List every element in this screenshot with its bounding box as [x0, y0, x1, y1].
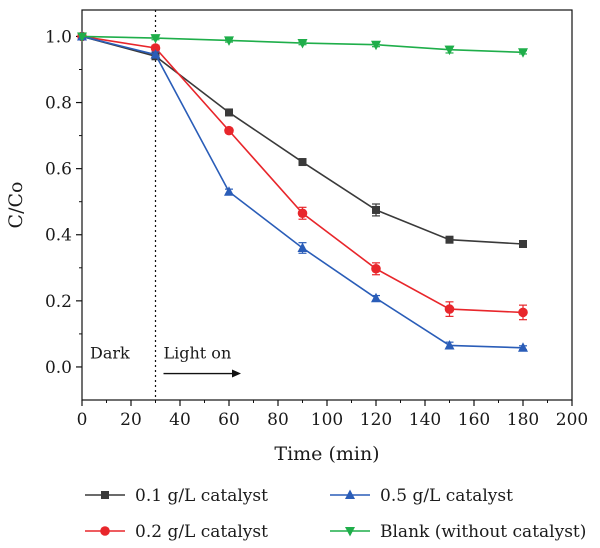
data-point — [519, 240, 527, 248]
data-point — [371, 40, 381, 51]
series-2 — [77, 31, 528, 321]
legend-label: 0.1 g/L catalyst — [135, 486, 268, 506]
dark-label: Dark — [90, 344, 130, 363]
data-point — [297, 208, 308, 219]
data-point — [372, 205, 380, 214]
x-tick-label: 120 — [360, 410, 392, 430]
data-series — [77, 30, 528, 352]
legend-item: 0.5 g/L catalyst — [330, 486, 513, 506]
legend-item: 0.1 g/L catalyst — [85, 486, 268, 506]
y-tick-label: 0.8 — [45, 94, 72, 114]
y-tick-label: 0.4 — [45, 226, 72, 246]
data-point — [444, 304, 455, 314]
legend-item: Blank (without catalyst) — [330, 522, 586, 542]
data-point — [77, 32, 87, 42]
x-tick-label: 40 — [169, 410, 191, 430]
data-point — [445, 235, 454, 244]
series-line — [81, 35, 524, 349]
data-point — [298, 158, 307, 167]
x-tick-label: 20 — [120, 410, 142, 430]
x-tick-label: 180 — [507, 410, 539, 430]
series-3 — [77, 30, 528, 352]
y-tick-label: 0.2 — [45, 292, 72, 312]
x-tick-label: 80 — [267, 410, 289, 430]
legend-marker — [345, 489, 355, 499]
data-point — [150, 34, 161, 44]
y-tick-label: 1.0 — [45, 27, 72, 47]
data-point — [224, 36, 234, 46]
y-axis: 0.0 0.2 0.4 0.6 0.8 1.0 — [45, 27, 82, 378]
y-tick-label: 0.0 — [45, 358, 72, 378]
x-tick-label: 100 — [311, 410, 343, 430]
legend-marker — [100, 526, 110, 536]
data-point — [150, 49, 161, 59]
data-point — [371, 292, 381, 303]
data-point — [297, 242, 308, 252]
legend-marker — [345, 527, 355, 537]
legend-marker — [101, 491, 109, 499]
x-tick-label: 0 — [77, 410, 88, 430]
data-point — [444, 339, 455, 350]
data-point — [297, 39, 308, 49]
data-point — [150, 43, 161, 53]
legend-label: 0.2 g/L catalyst — [135, 522, 268, 542]
x-tick-label: 140 — [409, 410, 441, 430]
y-tick-label: 0.6 — [45, 160, 72, 180]
x-tick-label: 200 — [556, 410, 588, 430]
x-tick-label: 160 — [458, 410, 490, 430]
series-line — [81, 35, 524, 314]
arrow-head — [232, 369, 241, 378]
light-on-label: Light on — [164, 344, 232, 363]
x-axis-title: Time (min) — [274, 443, 379, 465]
legend-item: 0.2 g/L catalyst — [85, 522, 268, 542]
data-point — [518, 48, 528, 58]
data-point — [518, 342, 528, 352]
data-point — [224, 186, 234, 196]
legend-label: Blank (without catalyst) — [380, 522, 586, 542]
data-point — [225, 108, 233, 117]
data-point — [518, 307, 528, 318]
data-point — [371, 263, 381, 274]
data-point — [444, 45, 455, 56]
series-4 — [77, 32, 528, 58]
light-on-arrow — [163, 369, 241, 378]
legend-label: 0.5 g/L catalyst — [380, 486, 513, 506]
y-axis-title: C/Co — [5, 182, 27, 229]
x-axis: 0 20 40 60 80 100 120 140 160 180 200 — [77, 400, 588, 430]
data-point — [224, 125, 234, 136]
x-tick-label: 60 — [218, 410, 240, 430]
legend: 0.1 g/L catalyst 0.2 g/L catalyst 0.5 g/L … — [85, 486, 586, 542]
